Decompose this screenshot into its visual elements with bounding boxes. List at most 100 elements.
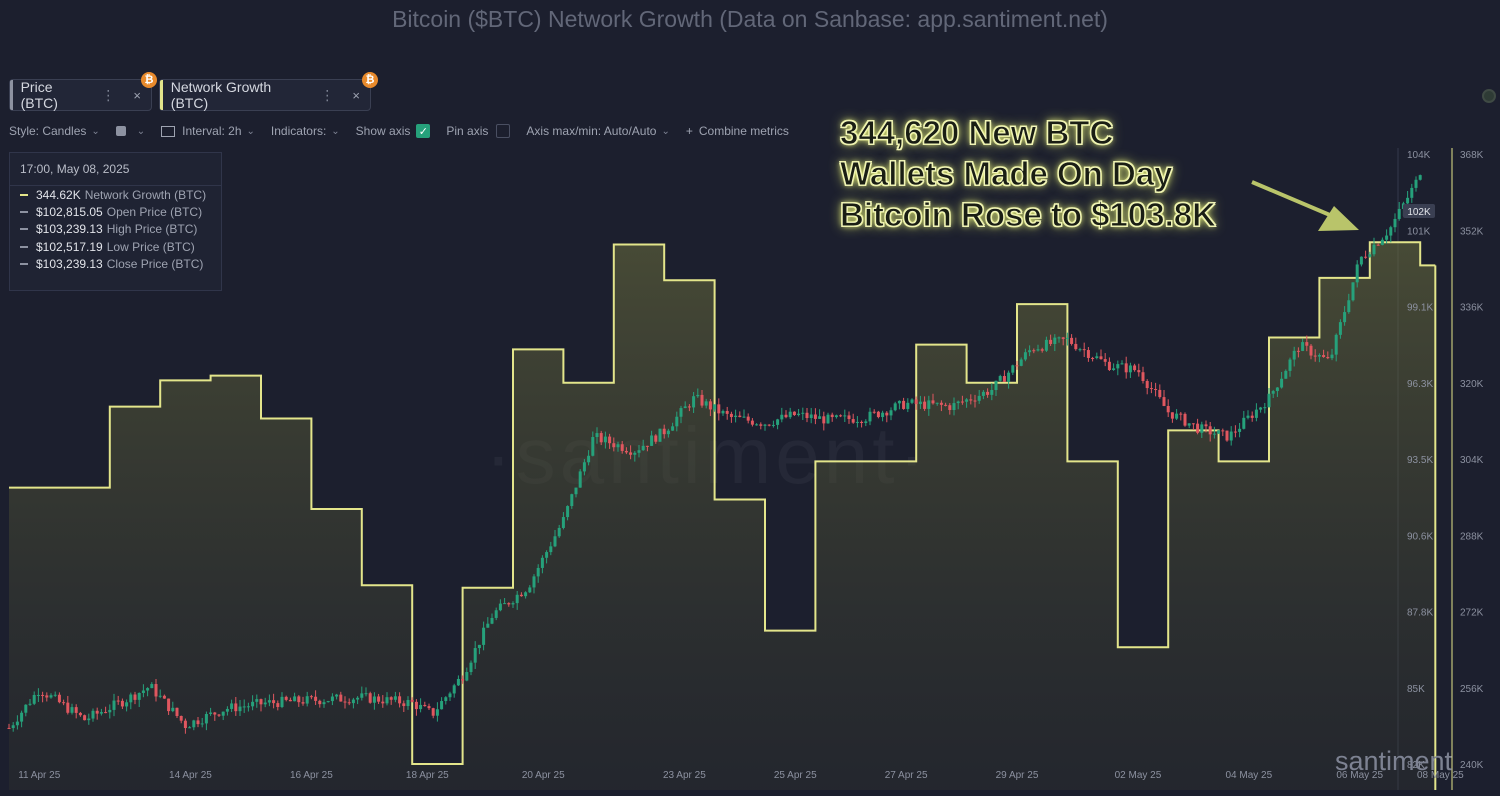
combine-metrics-label: Combine metrics	[698, 124, 789, 138]
legend-row-low: $102,517.19 Low Price (BTC)	[10, 238, 221, 255]
candle-body	[1162, 397, 1166, 406]
candle-body	[662, 428, 666, 435]
candle-body	[566, 506, 570, 518]
candle-body	[1259, 407, 1263, 410]
indicators-label: Indicators:	[270, 124, 327, 138]
candle-body	[1380, 239, 1384, 245]
candle-body	[305, 696, 309, 704]
candle-body	[66, 702, 70, 713]
candle-body	[146, 688, 150, 691]
interval-dropdown[interactable]: Interval: 2h ⌄	[161, 124, 255, 138]
candle-body	[532, 576, 536, 588]
candle-body	[910, 399, 914, 403]
candle-body	[931, 400, 935, 404]
tab-price[interactable]: Price (BTC) ⋮ ×	[9, 79, 152, 111]
tab-network-growth[interactable]: Network Growth (BTC) ⋮ ×	[159, 79, 371, 111]
candle-body	[834, 415, 838, 418]
candle-body	[423, 704, 427, 707]
combine-metrics-button[interactable]: + Combine metrics	[686, 124, 789, 138]
candle-body	[293, 696, 297, 702]
candle-body	[944, 404, 948, 406]
candle-body	[952, 403, 956, 411]
candle-body	[91, 710, 95, 719]
annotation-line: Wallets Made On Day	[840, 155, 1174, 193]
legend-label: Close Price (BTC)	[106, 257, 204, 272]
close-icon[interactable]: ×	[352, 87, 360, 103]
kebab-menu-icon[interactable]: ⋮	[320, 86, 335, 103]
candle-body	[696, 394, 700, 397]
candle-body	[1040, 349, 1044, 351]
x-tick-label: 04 May 25	[1225, 770, 1272, 781]
close-icon[interactable]: ×	[133, 87, 141, 103]
style-dropdown[interactable]: Style: Candles ⌄	[9, 124, 100, 138]
candle-body	[276, 703, 280, 708]
candle-body	[734, 415, 738, 418]
kebab-menu-icon[interactable]: ⋮	[101, 86, 116, 103]
candle-body	[759, 424, 763, 426]
price-tick-label: 82K	[1407, 760, 1425, 771]
candle-body	[364, 693, 368, 695]
candle-body	[477, 644, 481, 649]
candle-body	[616, 444, 620, 448]
candle-body	[448, 693, 452, 698]
candle-body	[1347, 300, 1351, 313]
candle-body	[511, 603, 515, 605]
candle-body	[1095, 356, 1099, 359]
candle-body	[175, 707, 179, 717]
network-growth-line	[9, 241, 1436, 765]
candle-body	[692, 396, 696, 408]
pin-axis-toggle[interactable]: Pin axis	[446, 124, 511, 138]
candle-body	[960, 401, 964, 403]
candle-body	[818, 416, 822, 419]
candle-body	[612, 443, 616, 448]
axis-range-dropdown[interactable]: Axis max/min: Auto/Auto ⌄	[526, 124, 669, 138]
price-tick-label: 93.5K	[1407, 455, 1433, 466]
candle-body	[7, 727, 11, 729]
candle-body	[242, 706, 246, 708]
candle-body	[1002, 376, 1006, 382]
candle-body	[1141, 372, 1145, 382]
candle-body	[452, 685, 456, 694]
candle-body	[780, 414, 784, 420]
candle-body	[897, 400, 901, 404]
candle-body	[1170, 412, 1174, 419]
legend-date: 17:00, May 08, 2025	[10, 153, 221, 186]
candle-body	[990, 389, 994, 395]
checkbox-checked-icon[interactable]: ✓	[416, 124, 431, 138]
candle-body	[1418, 175, 1422, 180]
candle-body	[675, 416, 679, 427]
candle-body	[78, 712, 82, 716]
annotation-arrow-head	[1318, 206, 1359, 231]
candle-body	[171, 707, 175, 712]
candle-body	[301, 702, 305, 704]
candle-body	[427, 706, 431, 709]
candle-body	[288, 699, 292, 702]
candle-body	[713, 404, 717, 410]
candle-body	[1028, 350, 1032, 353]
candle-body	[267, 700, 271, 703]
candle-body	[553, 536, 557, 547]
bitcoin-icon: ₿	[362, 72, 378, 88]
candle-body	[1019, 359, 1023, 366]
candle-body	[1032, 350, 1036, 352]
candle-body	[70, 707, 74, 713]
indicators-dropdown[interactable]: Indicators: ⌄	[271, 124, 340, 138]
chevron-down-icon: ⌄	[136, 125, 146, 137]
candle-body	[948, 405, 952, 411]
candle-body	[1057, 337, 1061, 339]
color-dropdown[interactable]: ⌄	[115, 125, 146, 137]
candle-body	[771, 424, 775, 426]
candle-body	[1065, 337, 1069, 339]
candle-body	[881, 412, 885, 418]
show-axis-toggle[interactable]: Show axis ✓	[356, 124, 431, 138]
network-growth-tick-label: 288K	[1460, 531, 1484, 542]
checkbox-unchecked-icon[interactable]	[496, 124, 511, 138]
candle-body	[809, 414, 813, 419]
candle-body	[700, 394, 704, 406]
candle-body	[725, 410, 729, 414]
candle-body	[179, 716, 183, 721]
candle-body	[1183, 413, 1187, 426]
candle-body	[1338, 322, 1342, 335]
candle-body	[32, 694, 36, 704]
